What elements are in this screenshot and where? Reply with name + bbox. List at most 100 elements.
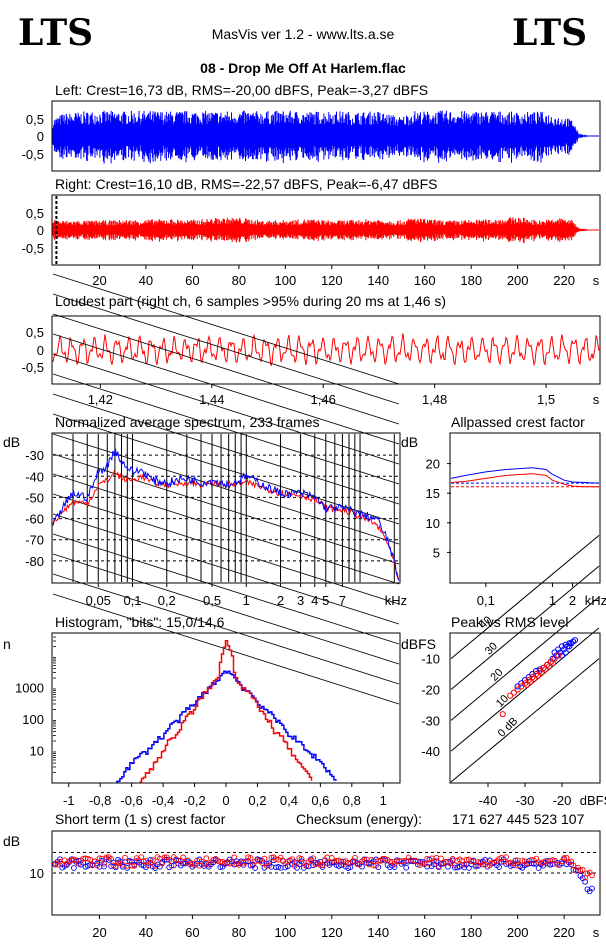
slope-line [52, 533, 400, 645]
left-point [571, 637, 579, 644]
spectrum-y-unit: dB [3, 434, 20, 450]
x-tick-label: 200 [507, 273, 529, 288]
checksum-label: Checksum (energy): [296, 811, 422, 827]
crest-line [450, 596, 600, 721]
slope-line [52, 413, 400, 525]
y-tick-label: 1000 [15, 681, 44, 696]
right-point [122, 854, 128, 861]
logo-right: LTS [512, 12, 587, 54]
right-point [203, 855, 210, 862]
histogram-right-series [139, 639, 313, 783]
track-title: 08 - Drop Me Off At Harlem.flac [200, 60, 406, 76]
right-waveform-x-ticks: 20 40 60 80 100 120 140 160 180 200 220 s [92, 265, 600, 288]
left-point [558, 652, 566, 659]
x-tick-label: 60 [185, 925, 199, 940]
left-point [566, 643, 573, 650]
loudest-part-panel: 0,5 0 -0,5 1,421,441,461,481,5s [22, 315, 601, 407]
x-tick-label: -0,6 [120, 793, 142, 808]
left-point [549, 655, 556, 662]
right-point [503, 854, 509, 860]
right-point [370, 862, 377, 869]
y-tick-label: 0 [37, 129, 44, 144]
left-point [560, 646, 567, 653]
allpassed-x-ticks: 0,112kHz [477, 583, 606, 608]
y-tick-label: -0,5 [22, 360, 44, 375]
loudest-part-frame [51, 315, 601, 385]
x-tick-label: 100 [274, 273, 296, 288]
right-point [310, 855, 317, 862]
right-point [131, 862, 138, 869]
x-tick-label: -40 [479, 793, 498, 808]
y-tick-label: -30 [25, 448, 44, 463]
left-point [319, 864, 326, 870]
short-term-crest-frame [51, 830, 601, 916]
short-term-crest-y-unit: dB [3, 833, 20, 849]
short-term-crest-y-ticks: 10 [30, 866, 44, 881]
x-tick-label: 0,2 [248, 793, 266, 808]
right-point [589, 872, 595, 879]
spectrum-y-ticks: -30 -40 -50 -60 -70 -80 [25, 448, 44, 569]
spectrum-frame [51, 432, 401, 584]
slope-line [52, 273, 400, 385]
x-tick-label: 1,48 [422, 392, 447, 407]
right-point [561, 855, 567, 861]
left-point [375, 864, 382, 871]
right-waveform-trace [52, 217, 599, 244]
histogram-y-ticks: 1000 100 10 [15, 636, 56, 773]
right-point [579, 866, 586, 873]
x-tick-label: -0,2 [183, 793, 205, 808]
x-tick-label: 180 [460, 925, 482, 940]
slope-line [52, 353, 400, 465]
left-point [562, 649, 569, 656]
slope-line [52, 453, 400, 565]
right-point [180, 854, 186, 861]
x-tick-label: 0,8 [343, 793, 361, 808]
left-point [170, 862, 177, 869]
allpassed-y-ticks: 20 15 10 5 [426, 457, 451, 560]
peak-rms-y-ticks: -10 -20 -30 -40 [421, 652, 440, 760]
left-point [445, 863, 451, 870]
right-point [479, 861, 486, 868]
left-point [496, 864, 502, 870]
right-point [570, 862, 577, 869]
x-tick-label: 1,42 [88, 392, 113, 407]
right-point [518, 683, 525, 690]
left-point [518, 680, 525, 687]
y-tick-label: -30 [421, 713, 440, 728]
x-tick-label: 0,05 [86, 593, 111, 608]
right-waveform-title: Right: Crest=16,10 dB, RMS=-22,57 dBFS, … [55, 176, 437, 192]
slope-line [52, 593, 400, 705]
x-tick-label: 140 [367, 925, 389, 940]
slope-line [52, 553, 400, 665]
y-tick-label: -60 [25, 512, 44, 527]
left-point [252, 865, 258, 871]
y-tick-label: -40 [25, 469, 44, 484]
loudest-part-trace [52, 333, 600, 367]
crest-line [450, 627, 600, 752]
left-point [101, 863, 107, 870]
right-point [101, 860, 107, 867]
x-tick-label: 40 [139, 925, 153, 940]
x-tick-label: 0,5 [203, 593, 221, 608]
right-point [461, 861, 468, 868]
x-tick-label: 20 [92, 273, 106, 288]
slope-line [52, 393, 400, 505]
peak-rms-y-unit: dBFS [401, 636, 436, 652]
left-waveform-frame [51, 100, 601, 172]
y-tick-label: 0,5 [26, 112, 44, 127]
right-point [247, 855, 254, 861]
left-point [163, 856, 170, 863]
x-tick-label: 120 [321, 925, 343, 940]
x-tick-label: 1,5 [537, 392, 555, 407]
right-point [582, 874, 588, 881]
right-point [507, 692, 514, 699]
allpassed-right-series [450, 473, 599, 488]
allpassed-frame [449, 432, 601, 584]
x-tick-label: 3 [297, 593, 304, 608]
x-tick-label: -0,8 [89, 793, 111, 808]
left-waveform-trace [52, 110, 599, 164]
short-term-crest-panel: 10 20 40 60 80 100 120 140 160 180 200 220 s [30, 830, 601, 940]
right-point [61, 857, 68, 864]
histogram-frame [51, 632, 401, 784]
loudest-part-x-ticks: 1,421,441,461,481,5s [88, 384, 600, 407]
